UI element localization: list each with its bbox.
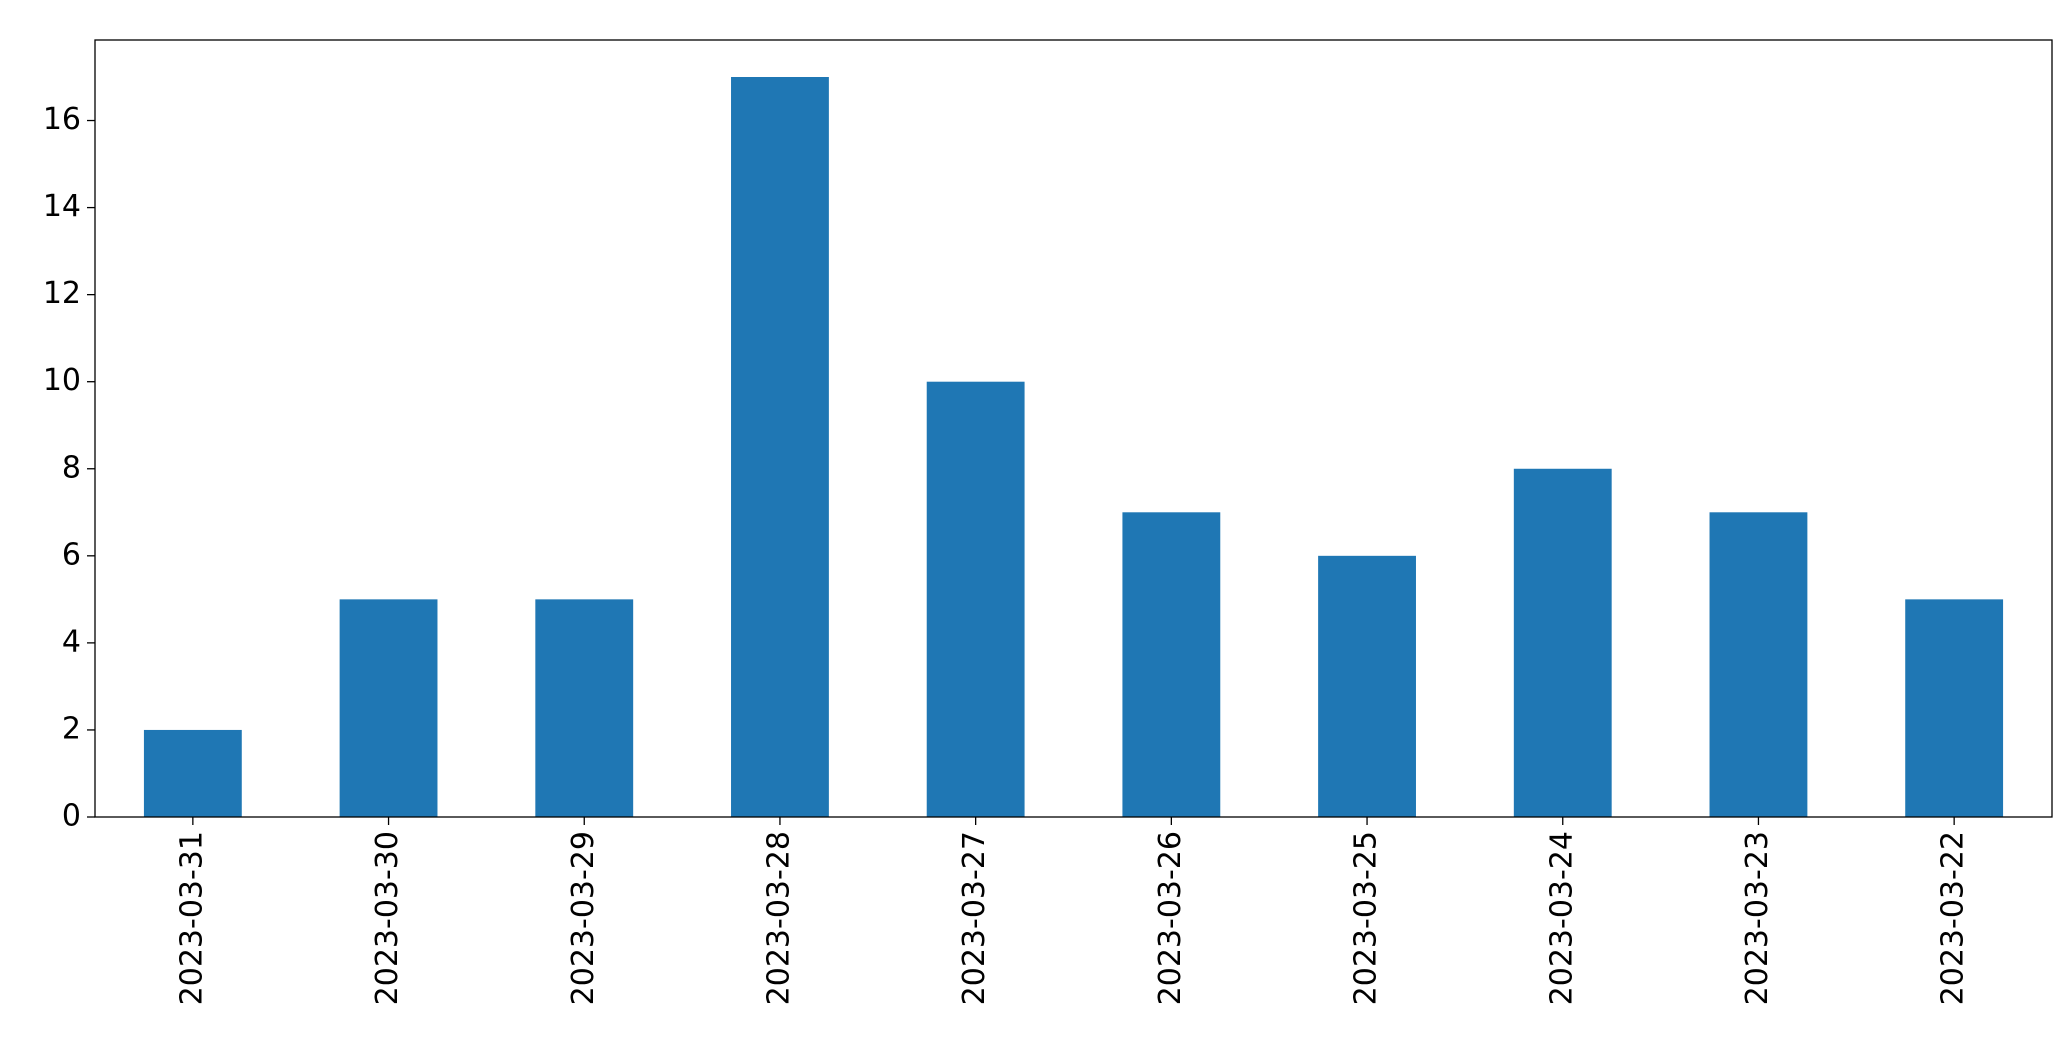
x-tick-label: 2023-03-28 [761, 831, 796, 1005]
x-tick-label: 2023-03-27 [957, 831, 992, 1005]
bar [1905, 599, 2004, 817]
x-tick-label: 2023-03-22 [1936, 831, 1971, 1005]
x-tick-label: 2023-03-26 [1153, 831, 1188, 1005]
y-tick-label: 2 [62, 711, 81, 746]
bar [1513, 468, 1612, 817]
y-tick-label: 6 [62, 537, 81, 572]
x-tick-label: 2023-03-29 [566, 831, 601, 1005]
bar [1709, 512, 1808, 817]
bar [731, 77, 829, 817]
x-tick-label: 2023-03-24 [1544, 831, 1579, 1005]
y-tick-label: 8 [62, 450, 81, 485]
x-tick-label: 2023-03-25 [1349, 831, 1384, 1005]
y-tick-label: 12 [43, 276, 81, 311]
y-tick-label: 14 [43, 189, 81, 224]
bar [339, 599, 438, 817]
y-tick-label: 0 [62, 799, 81, 834]
bar [535, 599, 634, 817]
bar [926, 381, 1025, 817]
bar [143, 729, 242, 817]
x-tick-label: 2023-03-30 [370, 831, 405, 1005]
y-tick-label: 16 [43, 102, 81, 137]
plot-frame [94, 39, 2053, 818]
bar [1122, 512, 1221, 817]
bar [1318, 555, 1416, 817]
x-tick-label: 2023-03-31 [174, 831, 209, 1005]
y-tick-label: 4 [62, 624, 81, 659]
x-tick-label: 2023-03-23 [1740, 831, 1775, 1005]
y-tick-label: 10 [43, 363, 81, 398]
